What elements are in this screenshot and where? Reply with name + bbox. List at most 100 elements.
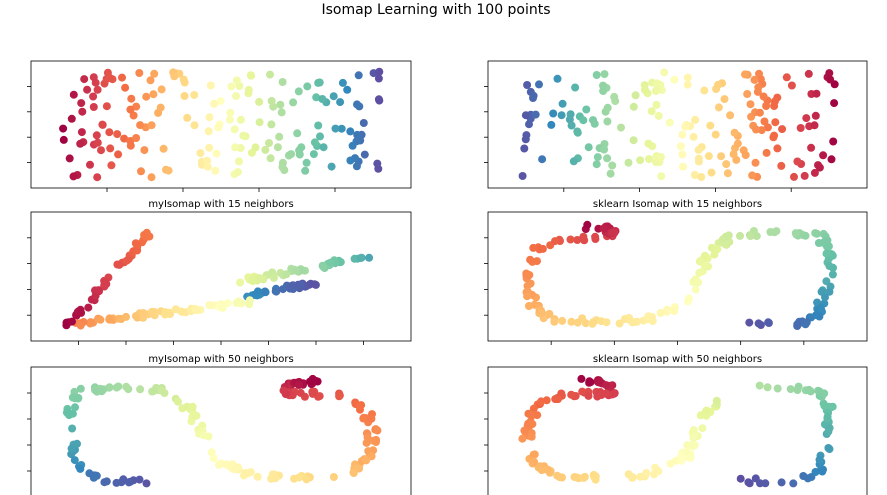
data-point [528, 420, 537, 429]
data-point [641, 85, 649, 94]
data-point [359, 413, 368, 422]
data-point [135, 69, 144, 77]
data-point [748, 171, 757, 180]
data-point [375, 67, 384, 76]
data-point [142, 92, 151, 101]
data-point [636, 472, 645, 481]
data-point [789, 479, 798, 488]
data-point [595, 377, 604, 386]
data-point [764, 319, 773, 327]
data-point [824, 444, 833, 452]
data-point [96, 315, 105, 324]
data-point [579, 116, 588, 125]
data-point [367, 414, 376, 423]
data-point [211, 166, 220, 175]
data-point [289, 281, 297, 290]
data-point [335, 392, 344, 401]
data-point [707, 168, 716, 177]
data-point [289, 98, 298, 107]
data-point [89, 103, 98, 111]
data-point [525, 302, 533, 310]
data-point [529, 94, 537, 102]
data-point [682, 447, 691, 456]
data-point [825, 287, 834, 296]
data-point [76, 139, 85, 148]
data-point [266, 70, 274, 79]
data-point [694, 154, 703, 163]
panel-2 [484, 60, 868, 192]
data-point [816, 304, 825, 313]
data-point [690, 171, 699, 179]
data-point [566, 110, 575, 119]
data-point [336, 98, 345, 107]
data-point [93, 85, 102, 94]
data-point [230, 125, 239, 134]
data-point [651, 87, 660, 95]
data-point [736, 474, 745, 483]
data-point [608, 161, 617, 170]
data-point [348, 141, 357, 150]
data-point [77, 128, 86, 137]
data-point [210, 99, 219, 108]
data-point [294, 473, 303, 482]
data-point [74, 394, 83, 402]
data-point [164, 166, 173, 175]
data-point [77, 99, 86, 108]
data-point [772, 227, 781, 236]
data-point [205, 143, 214, 152]
data-point [589, 318, 598, 327]
axes-frame [30, 366, 412, 495]
data-point [124, 478, 133, 487]
data-point [700, 251, 709, 260]
data-point [183, 113, 192, 122]
data-point [314, 121, 323, 130]
data-point [529, 450, 538, 459]
data-point [190, 121, 199, 130]
data-point [205, 301, 214, 310]
data-point [147, 173, 156, 182]
data-point [793, 157, 802, 166]
data-point [827, 155, 836, 164]
data-point [131, 312, 140, 321]
data-point [94, 286, 103, 295]
data-point [730, 128, 739, 137]
data-point [178, 307, 187, 316]
data-point [267, 120, 276, 129]
data-point [683, 80, 692, 89]
data-point [157, 85, 166, 94]
data-point [679, 162, 687, 171]
data-point [362, 456, 371, 465]
data-point [657, 172, 666, 181]
data-point [180, 92, 189, 100]
data-point [147, 307, 156, 316]
data-point [245, 300, 254, 309]
data-point [132, 134, 141, 142]
data-point [743, 90, 752, 98]
data-point [136, 121, 145, 130]
data-point [351, 154, 359, 163]
data-point [603, 117, 612, 126]
data-point [133, 246, 142, 255]
data-point [778, 125, 787, 134]
data-point [676, 142, 685, 151]
axes-frame [30, 60, 412, 189]
data-point [246, 71, 255, 80]
data-point [553, 395, 562, 404]
data-point [139, 313, 148, 322]
data-point [273, 143, 282, 152]
data-point [218, 303, 227, 312]
data-point [314, 78, 323, 87]
data-point [148, 387, 157, 396]
data-point [585, 377, 594, 386]
data-point [374, 95, 383, 104]
data-point [279, 285, 287, 294]
data-point [137, 167, 145, 176]
data-point [533, 257, 541, 266]
data-point [666, 459, 675, 468]
data-point [225, 115, 234, 124]
data-point [535, 80, 543, 89]
data-point [717, 152, 726, 161]
data-point [518, 434, 527, 443]
data-point [309, 150, 318, 159]
data-point [126, 105, 135, 114]
